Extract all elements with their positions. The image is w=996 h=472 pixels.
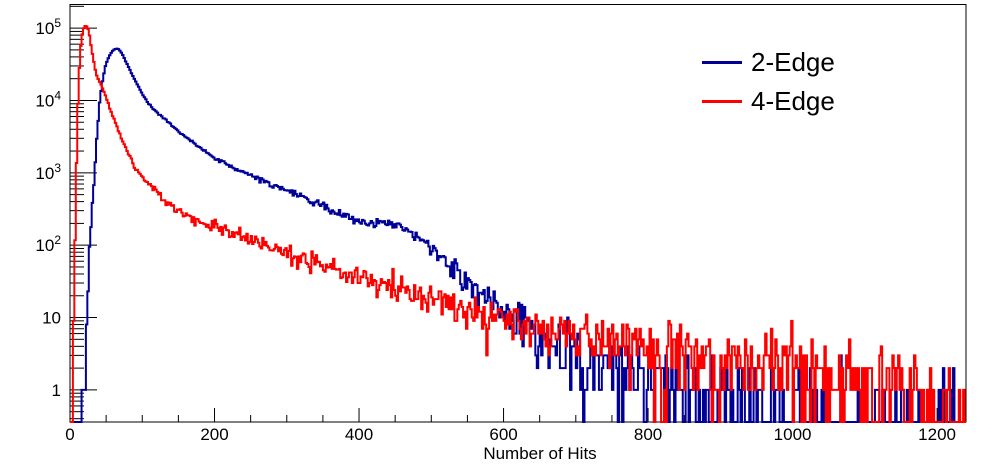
- y-tick-label: 103: [35, 161, 61, 183]
- y-tick-label: 1: [52, 381, 61, 400]
- y-tick-label: 102: [35, 233, 61, 255]
- plot-frame: [69, 4, 967, 423]
- legend: 2-Edge 4-Edge: [702, 47, 835, 116]
- legend-entry-2-edge: 2-Edge: [702, 47, 835, 77]
- legend-label-4-edge: 4-Edge: [751, 86, 835, 116]
- x-tick-label: 1200: [918, 425, 956, 444]
- x-tick-label: 1000: [774, 425, 812, 444]
- x-tick-label: 800: [634, 425, 662, 444]
- legend-entry-4-edge: 4-Edge: [702, 86, 835, 116]
- legend-line-4-edge: [702, 99, 742, 103]
- y-tick-label: 10: [42, 309, 61, 328]
- x-tick-label: 0: [65, 425, 74, 444]
- series-2-edge: [70, 47, 966, 423]
- x-axis-title: Number of Hits: [483, 444, 597, 463]
- x-tick-label: 200: [200, 425, 228, 444]
- x-tick-label: 400: [345, 425, 373, 444]
- legend-line-2-edge: [702, 60, 742, 64]
- series-4-edge: [70, 25, 966, 423]
- x-tick-label: 600: [489, 425, 517, 444]
- legend-label-2-edge: 2-Edge: [751, 47, 835, 77]
- y-tick-label: 105: [35, 16, 61, 38]
- y-tick-label: 104: [35, 88, 61, 110]
